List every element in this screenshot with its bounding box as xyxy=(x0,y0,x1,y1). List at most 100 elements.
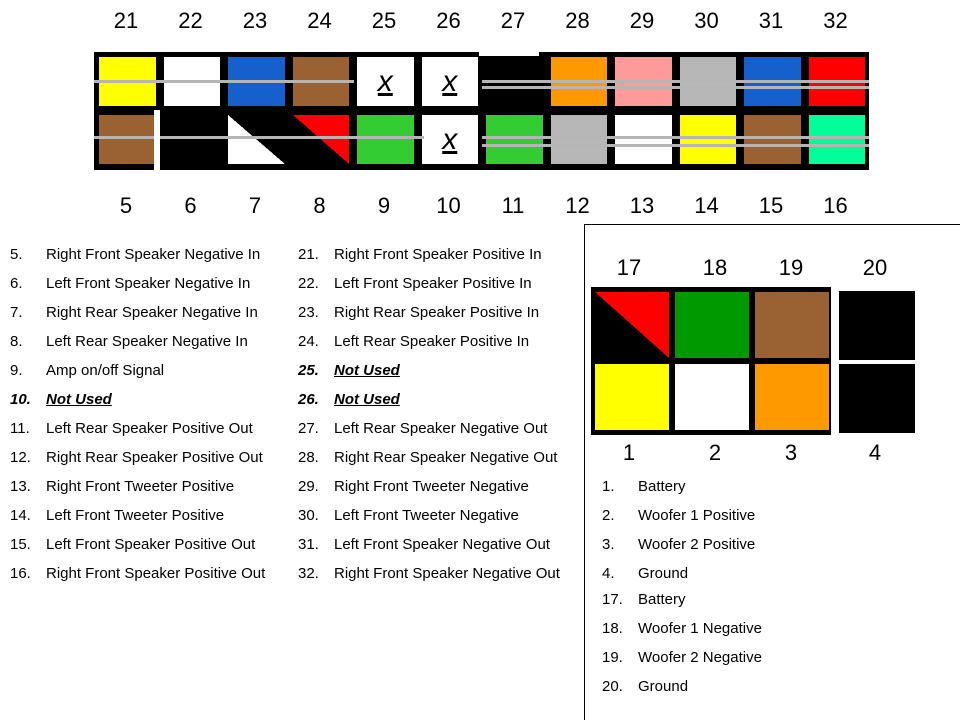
legend-text: Left Rear Speaker Negative Out xyxy=(334,420,548,437)
legend-number: 24. xyxy=(298,333,319,350)
legend-entry: 26. Not Used xyxy=(298,385,560,414)
pin-legend-left: 5. Right Front Speaker Negative In 6. Left … xyxy=(10,240,265,588)
legend-text: Right Front Tweeter Positive xyxy=(46,478,235,495)
legend-number: 17. xyxy=(602,591,623,608)
pin-number-top: 27 xyxy=(500,8,526,33)
legend-entry: 5. Right Front Speaker Negative In xyxy=(10,240,265,269)
pin-number-top: 31 xyxy=(758,8,784,33)
pin-number-top: 22 xyxy=(178,8,203,33)
pin-number-bottom: 15 xyxy=(758,193,784,218)
power-pin-top xyxy=(675,292,749,358)
legend-text: Left Front Speaker Positive Out xyxy=(46,536,256,553)
power-pin-number-top: 20 xyxy=(862,255,888,280)
legend-entry: 21. Right Front Speaker Positive In xyxy=(298,240,560,269)
power-pin-number-bottom: 2 xyxy=(708,440,722,465)
power-pin-number-top: 18 xyxy=(702,255,728,280)
legend-entry: 22. Left Front Speaker Positive In xyxy=(298,269,560,298)
legend-number: 6. xyxy=(10,275,23,292)
pin-number-bottom: 12 xyxy=(565,193,590,218)
main-connector-housing xyxy=(94,52,869,170)
power-pin-bottom xyxy=(839,363,915,433)
connector-pin-bottom xyxy=(292,115,349,164)
legend-entry: 19. Woofer 2 Negative xyxy=(602,643,762,672)
legend-number: 8. xyxy=(10,333,23,350)
not-used-mark: x xyxy=(442,122,458,156)
legend-entry: 17. Battery xyxy=(602,585,762,614)
power-pin-top xyxy=(595,292,669,358)
connector-pin-top: x xyxy=(421,57,478,106)
legend-text: Left Front Speaker Negative In xyxy=(46,275,251,292)
legend-number: 22. xyxy=(298,275,319,292)
wire-line xyxy=(94,80,354,83)
legend-number: 28. xyxy=(298,449,319,466)
power-pin-bottom xyxy=(675,364,749,430)
legend-text: Amp on/off Signal xyxy=(46,362,165,379)
pin-number-top: 25 xyxy=(371,8,397,33)
legend-number: 9. xyxy=(10,362,23,379)
wire-line xyxy=(482,144,869,147)
wire-line xyxy=(482,86,869,89)
legend-text: Woofer 1 Negative xyxy=(638,620,762,637)
legend-text: Not Used xyxy=(334,362,400,379)
legend-text: Left Front Tweeter Positive xyxy=(46,507,225,524)
legend-number: 4. xyxy=(602,565,615,582)
legend-number: 5. xyxy=(10,246,23,263)
legend-entry: 28. Right Rear Speaker Negative Out xyxy=(298,443,560,472)
legend-number: 31. xyxy=(298,536,319,553)
power-pin-number-top: 17 xyxy=(616,255,642,280)
power-legend-17-20: 17. Battery 18. Woofer 1 Negative 19. Woofer … xyxy=(602,585,762,701)
wire-line xyxy=(482,80,869,83)
pin-number-top: 24 xyxy=(307,8,332,33)
legend-entry: 3. Woofer 2 Positive xyxy=(602,530,755,559)
power-legend-1-4: 1. Battery 2. Woofer 1 Positive 3. Woofer 2 P… xyxy=(602,472,755,588)
pin-number-top: 23 xyxy=(242,8,268,33)
legend-entry: 23. Right Rear Speaker Positive In xyxy=(298,298,560,327)
connector-pin-bottom: x xyxy=(421,115,478,164)
connector-pin-bottom xyxy=(486,115,543,164)
legend-number: 11. xyxy=(10,420,30,437)
power-pin-bottom xyxy=(595,364,669,430)
legend-text: Right Front Speaker Positive In xyxy=(334,246,542,263)
pin-number-bottom: 11 xyxy=(501,193,525,218)
legend-text: Woofer 2 Negative xyxy=(638,649,762,666)
not-used-mark: x xyxy=(442,64,458,98)
legend-number: 1. xyxy=(602,478,615,495)
legend-entry: 27. Left Rear Speaker Negative Out xyxy=(298,414,560,443)
legend-number: 25. xyxy=(298,362,319,379)
legend-number: 7. xyxy=(10,304,23,321)
legend-text: Not Used xyxy=(334,391,400,408)
legend-number: 10. xyxy=(10,391,31,408)
pin-number-bottom: 14 xyxy=(694,193,719,218)
connector-pin-bottom xyxy=(744,115,801,164)
pin-number-top: 30 xyxy=(694,8,719,33)
pin-number-bottom: 9 xyxy=(377,193,391,218)
legend-number: 20. xyxy=(602,678,623,695)
connector-pin-bottom xyxy=(163,115,220,164)
legend-number: 2. xyxy=(602,507,615,524)
not-used-mark: x xyxy=(377,64,393,98)
power-pin-top xyxy=(755,292,829,358)
legend-entry: 24. Left Rear Speaker Positive In xyxy=(298,327,560,356)
legend-number: 26. xyxy=(298,391,319,408)
legend-text: Woofer 1 Positive xyxy=(638,507,756,524)
legend-entry: 9. Amp on/off Signal xyxy=(10,356,265,385)
legend-text: Right Rear Speaker Positive Out xyxy=(46,449,263,466)
legend-number: 19. xyxy=(602,649,623,666)
legend-entry: 30. Left Front Tweeter Negative xyxy=(298,501,560,530)
legend-number: 13. xyxy=(10,478,31,495)
pin-number-top: 21 xyxy=(113,8,139,33)
legend-text: Left Rear Speaker Positive In xyxy=(334,333,530,350)
legend-entry: 29. Right Front Tweeter Negative xyxy=(298,472,560,501)
legend-entry: 7. Right Rear Speaker Negative In xyxy=(10,298,265,327)
legend-text: Right Rear Speaker Negative Out xyxy=(334,449,558,466)
connector-pin-bottom xyxy=(615,115,672,164)
legend-entry: 32. Right Front Speaker Negative Out xyxy=(298,559,560,588)
legend-number: 16. xyxy=(10,565,31,582)
legend-number: 32. xyxy=(298,565,319,582)
connector-pin-bottom xyxy=(679,115,736,164)
housing-gap xyxy=(154,110,160,172)
legend-entry: 1. Battery xyxy=(602,472,755,501)
legend-entry: 10. Not Used xyxy=(10,385,265,414)
legend-text: Battery xyxy=(638,478,686,495)
legend-number: 18. xyxy=(602,620,623,637)
